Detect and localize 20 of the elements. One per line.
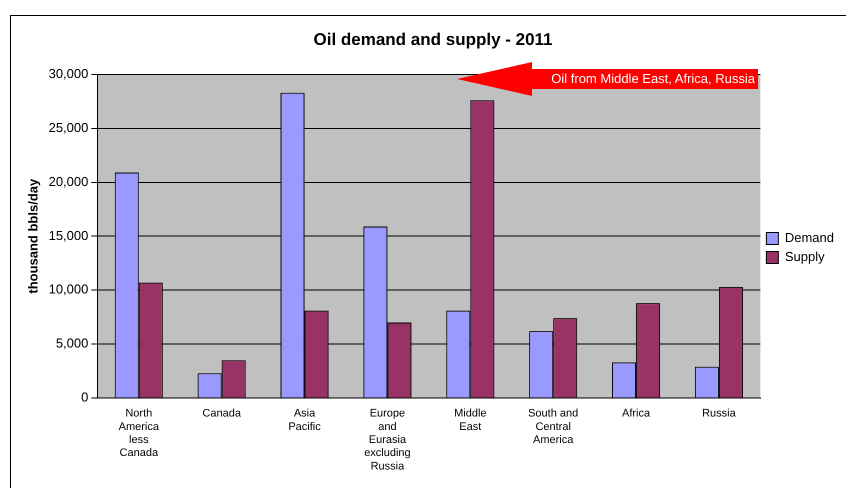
y-tick-label: 30,000 bbox=[48, 66, 88, 81]
x-tick-label: Africa bbox=[622, 408, 651, 420]
x-tick-label: Russia bbox=[702, 408, 737, 420]
x-tick-label: Middle East bbox=[454, 408, 487, 433]
x-tick-label: South and Central America bbox=[528, 408, 578, 446]
legend-label: Supply bbox=[784, 249, 826, 264]
x-tick-label: North America less Canada bbox=[118, 408, 160, 460]
x-tick-label: Canada bbox=[202, 408, 242, 420]
y-tick-label: 25,000 bbox=[48, 120, 88, 135]
y-tick-label: 0 bbox=[81, 390, 88, 405]
legend-label: Demand bbox=[784, 230, 834, 246]
x-tick-label: Asia Pacific bbox=[288, 408, 322, 433]
y-tick-label: 20,000 bbox=[48, 174, 88, 189]
chart-title: Oil demand and supply - 2011 bbox=[313, 30, 553, 49]
y-tick-label: 10,000 bbox=[48, 282, 88, 297]
annotation: Oil from Middle East, Africa, Russia bbox=[550, 70, 755, 88]
x-tick-label: Europe and Eurasia excluding Russia bbox=[364, 408, 411, 472]
y-tick-label: 15,000 bbox=[48, 228, 88, 243]
y-tick-label: 5,000 bbox=[56, 336, 88, 351]
y-axis-title: thousand bbls/day bbox=[25, 178, 40, 294]
